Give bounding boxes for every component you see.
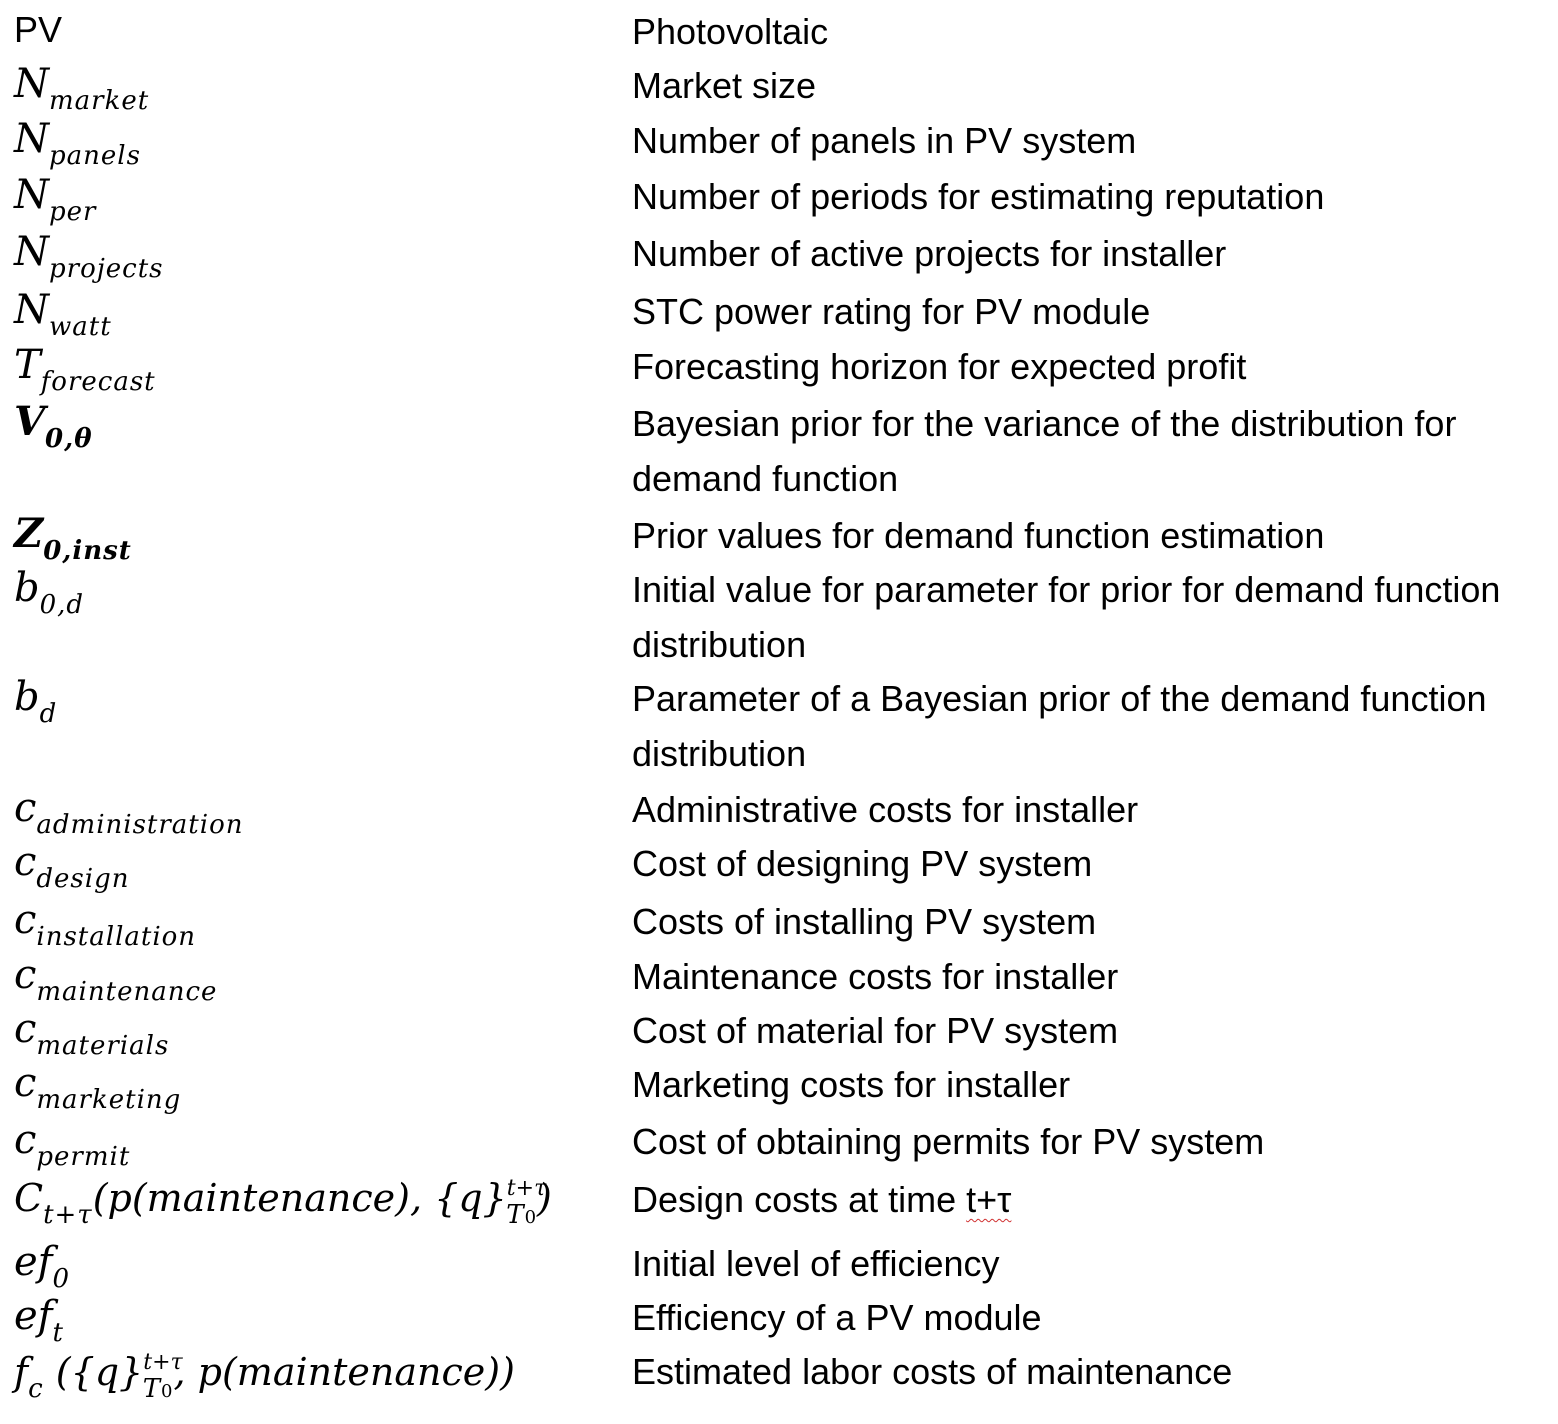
description: Number of active projects for installer: [632, 233, 1227, 274]
description: Prior values for demand function estimat…: [632, 515, 1325, 556]
symbol: V0,θ: [14, 398, 93, 455]
description: Efficiency of a PV module: [632, 1297, 1042, 1338]
spellcheck-mark: t+τ: [966, 1179, 1012, 1220]
symbol: cpermit: [14, 1117, 131, 1172]
symbol: Npanels: [14, 116, 141, 171]
description: Estimated labor costs of maintenance: [632, 1351, 1233, 1392]
symbol: Nwatt: [14, 287, 112, 342]
symbol: bd: [14, 674, 58, 729]
description: STC power rating for PV module: [632, 291, 1151, 332]
description: Bayesian prior for the variance of the d…: [632, 403, 1457, 499]
description: Photovoltaic: [632, 11, 829, 52]
description: Administrative costs for installer: [632, 789, 1139, 830]
description: Cost of obtaining permits for PV system: [632, 1121, 1265, 1162]
description: Costs of installing PV system: [632, 901, 1097, 942]
symbol: cmarketing: [14, 1060, 182, 1115]
description: Number of panels in PV system: [632, 120, 1137, 161]
description: Forecasting horizon for expected profit: [632, 346, 1247, 387]
description: Initial value for parameter for prior fo…: [632, 569, 1501, 665]
description: Cost of material for PV system: [632, 1010, 1119, 1051]
description: Design costs at time t+τ: [632, 1179, 1012, 1220]
symbol: Nper: [14, 172, 97, 227]
description: Maintenance costs for installer: [632, 956, 1119, 997]
description: Market size: [632, 65, 817, 106]
description: Initial level of efficiency: [632, 1243, 1000, 1284]
symbol: cmaintenance: [14, 952, 218, 1007]
symbol: ef0: [14, 1239, 71, 1294]
description: Parameter of a Bayesian prior of the dem…: [632, 678, 1487, 774]
symbol: Tforecast: [14, 342, 156, 397]
symbol: cdesign: [14, 839, 130, 894]
symbol: eft: [14, 1293, 64, 1348]
symbol: b0,d: [14, 565, 85, 620]
symbol: Nmarket: [14, 61, 150, 116]
description: Cost of designing PV system: [632, 843, 1093, 884]
symbol: Ct+τ(p(maintenance), {q}t+τT0): [14, 1176, 552, 1230]
symbol: Nprojects: [14, 229, 164, 284]
symbol: Z0,inst: [14, 510, 132, 567]
description: Marketing costs for installer: [632, 1064, 1071, 1105]
symbol: cinstallation: [14, 897, 197, 952]
description: Number of periods for estimating reputat…: [632, 176, 1325, 217]
symbol: cmaterials: [14, 1006, 170, 1061]
symbol: cadministration: [14, 785, 244, 840]
symbol-pv: PV: [14, 9, 63, 50]
symbol: fc ({q}t+τT0, p(maintenance)): [14, 1350, 515, 1404]
